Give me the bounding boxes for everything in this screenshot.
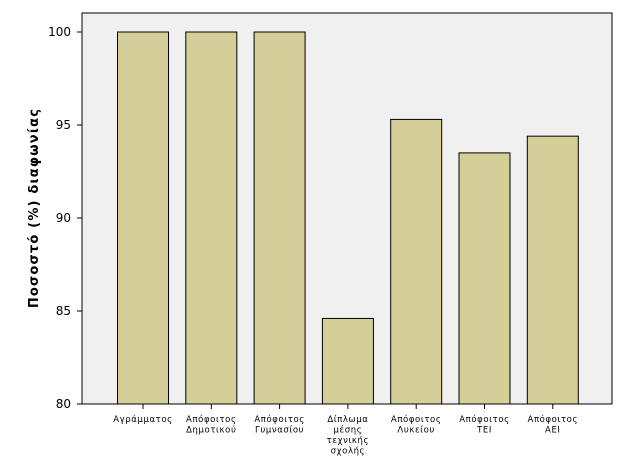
x-tick-label-line: Απόφοιτος (528, 414, 579, 425)
y-tick-label: 100 (48, 25, 71, 39)
x-tick-label-line: Απόφοιτος (186, 414, 237, 425)
x-tick-label-line: Αγράμματος (113, 415, 173, 425)
x-tick-label-line: Λυκείου (397, 426, 435, 436)
x-tick-label-line: σχολής (331, 447, 366, 457)
x-tick-label-line: Απόφοιτος (459, 414, 510, 425)
x-tick-label-line: Δίπλωμα (327, 415, 368, 425)
x-tick-label: Απόφοιτος ΤΕΙ (459, 414, 510, 436)
y-tick-label: 90 (56, 211, 71, 225)
x-tick-label: Απόφοιτος Γυμνασίου (254, 414, 305, 436)
bar (253, 31, 306, 405)
x-tick-label-line: Γυμνασίου (255, 426, 304, 436)
x-tick-label: Δίπλωμα μέσης τεχνικής σχολής (327, 415, 369, 457)
y-tick-label: 95 (56, 118, 71, 132)
bar (458, 152, 511, 405)
x-tick-label-line: Δημοτικού (186, 425, 236, 436)
bar (390, 118, 443, 405)
x-tick-label-line: τεχνικής (327, 436, 369, 446)
x-tick-label: Απόφοιτος Δημοτικού (186, 414, 237, 436)
y-tick-label: 85 (56, 304, 71, 318)
x-tick-label-line: μέσης (334, 425, 363, 436)
y-axis-title: Ποσοστό (%) διαφωνίας (27, 108, 42, 308)
bar (185, 31, 238, 405)
y-tick-label: 80 (56, 397, 71, 411)
x-tick-label-line: ΑΕΙ (545, 426, 561, 436)
bar (117, 31, 169, 405)
bar (526, 135, 579, 405)
x-tick-label: Αγράμματος (113, 415, 173, 425)
x-tick-label-line: ΤΕΙ (476, 426, 492, 436)
y-axis: 80 85 90 95 100 (48, 25, 82, 411)
bar (321, 317, 374, 405)
x-tick-label-line: Απόφοιτος (254, 414, 305, 425)
bars-group (117, 31, 579, 405)
x-tick-label-line: Απόφοιτος (391, 414, 442, 425)
x-tick-label: Απόφοιτος ΑΕΙ (528, 414, 579, 436)
x-tick-label: Απόφοιτος Λυκείου (391, 414, 442, 436)
